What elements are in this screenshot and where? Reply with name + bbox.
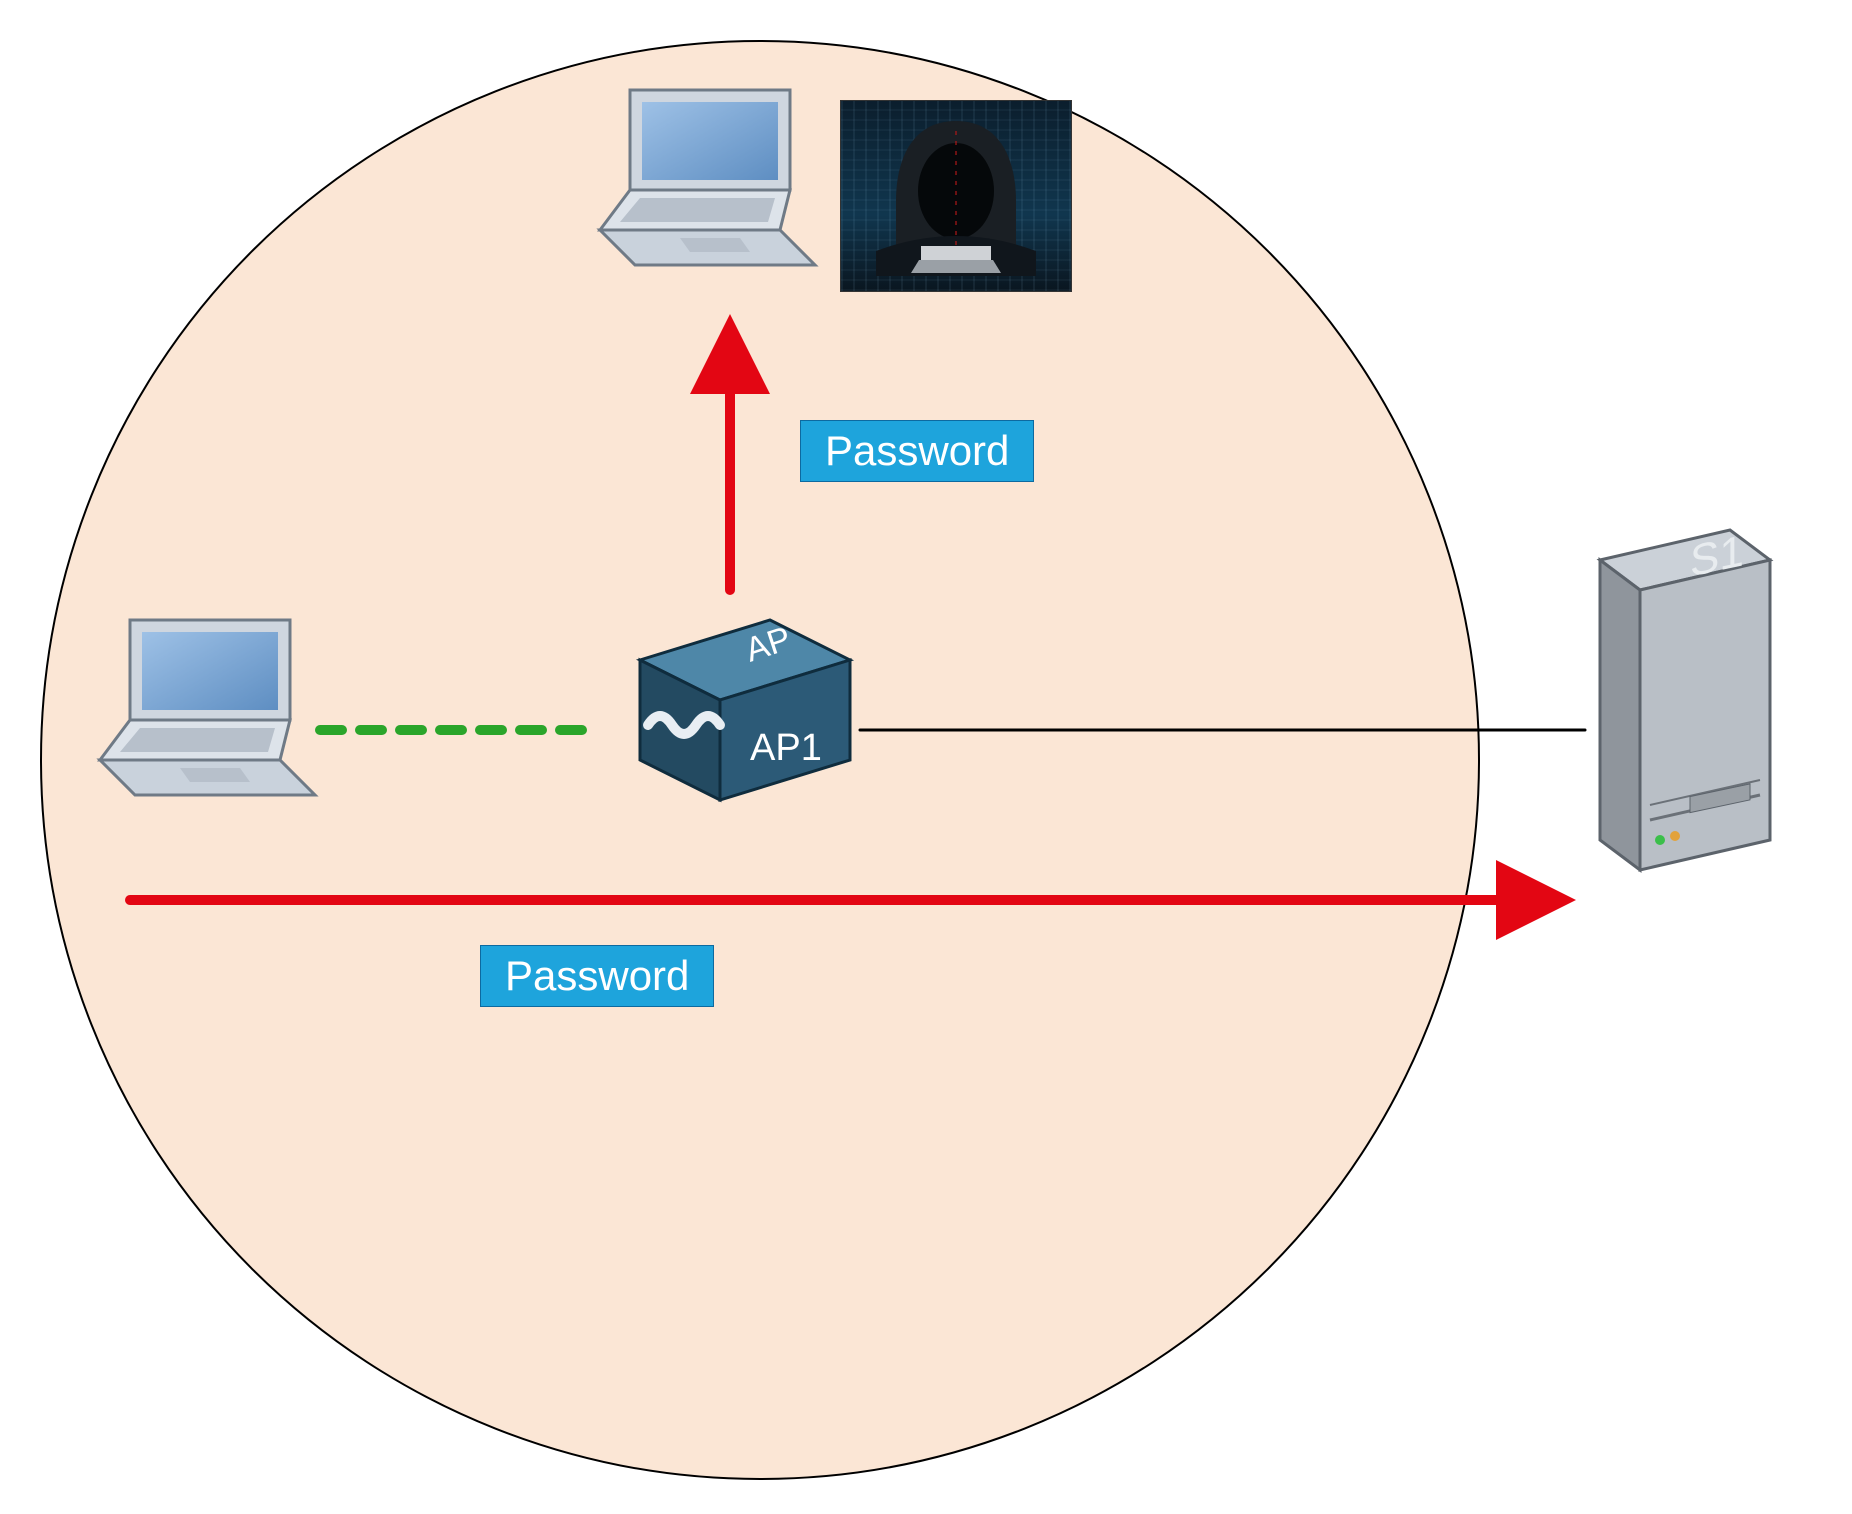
attacker-laptop-icon (580, 80, 820, 280)
server-icon: S1 (1580, 520, 1780, 880)
password-label-bottom-text: Password (505, 952, 689, 999)
password-label-top: Password (800, 420, 1034, 482)
client-laptop-icon (80, 610, 320, 810)
password-label-top-text: Password (825, 427, 1009, 474)
password-label-bottom: Password (480, 945, 714, 1007)
diagram-canvas: AP AP1 S1 Password Password (0, 0, 1852, 1514)
access-point-icon: AP AP1 (600, 600, 860, 810)
ap-side-label: AP1 (750, 727, 822, 769)
hacker-icon (840, 100, 1072, 292)
